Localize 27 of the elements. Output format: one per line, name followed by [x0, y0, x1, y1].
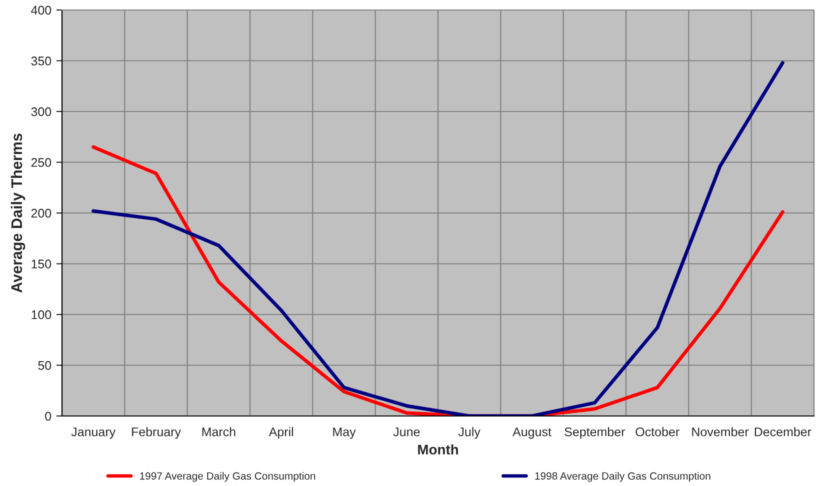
x-tick-label: September [564, 427, 626, 439]
x-tick-label: June [393, 428, 420, 436]
x-tick-label: October [636, 427, 680, 436]
x-tick-label: January [71, 428, 116, 439]
y-tick-label: 400 [31, 6, 52, 15]
y-tick-label: 150 [32, 260, 52, 268]
x-tick-label: February [132, 427, 181, 439]
line-series [92, 145, 784, 416]
y-tick-label: 350 [31, 56, 52, 66]
line-series [92, 61, 784, 416]
y-tick-label: 100 [32, 310, 52, 320]
y-tick-label: 50 [38, 361, 52, 370]
x-tick-label: July [458, 427, 480, 439]
x-tick-label: March [202, 427, 236, 436]
x-tick-label: November [692, 427, 749, 436]
x-axis-title: Month [418, 444, 458, 455]
y-tick-label: 200 [31, 208, 52, 218]
y-tick-label: 250 [31, 158, 52, 167]
y-axis-title: Average Daily Therms [10, 134, 26, 293]
y-tick-label: 0 [45, 412, 52, 421]
x-tick-label: August [512, 428, 552, 439]
legend-label: 1998 Average Daily Gas Consumption [535, 472, 710, 482]
x-tick-label: December [754, 427, 812, 436]
y-tick-label: 300 [31, 107, 52, 116]
x-tick-label: May [333, 428, 356, 439]
legend-label: 1997 Average Daily Gas Consumption [140, 472, 316, 482]
x-tick-label: April [268, 427, 293, 439]
